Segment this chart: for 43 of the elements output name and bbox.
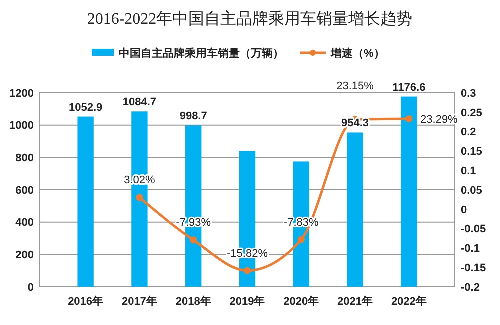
y-tick-label: 0: [28, 282, 34, 294]
data-label: 23.29%: [420, 114, 458, 126]
x-tick-label: 2017年: [122, 295, 158, 308]
x-tick-label: 2020年: [284, 295, 320, 308]
y-tick-label: 1000: [10, 120, 34, 132]
y-tick-label: 400: [16, 217, 34, 230]
x-tick-label: 2022年: [391, 295, 427, 308]
point: [136, 194, 144, 202]
y2-tick-label: -0.2: [461, 282, 480, 294]
legend-label: 中国自主品牌乘用车销量（万辆）: [119, 46, 284, 60]
y2-tick-label: 0.05: [461, 184, 482, 197]
data-label: 1176.6: [392, 82, 426, 94]
point: [244, 267, 252, 274]
x-tick-label: 2019年: [230, 295, 266, 308]
y2-tick-label: -0.05: [461, 224, 486, 236]
x-tick-label: 2018年: [176, 295, 212, 308]
point: [406, 115, 413, 123]
y2-tick-label: -0.15: [461, 262, 486, 274]
y-tick-label: 1200: [10, 88, 34, 100]
point: [298, 236, 305, 244]
chart-title: 2016-2022年中国自主品牌乘用车销量增长趋势: [87, 10, 413, 28]
data-label: 1084.7: [122, 96, 157, 109]
x-tick-label: 2021年: [338, 295, 374, 308]
y2-tick-label: 0.2: [461, 126, 476, 139]
bar: [78, 116, 94, 287]
data-label: -7.83%: [284, 216, 320, 229]
data-label: 998.7: [180, 110, 208, 123]
x-tick-label: 2016年: [68, 295, 104, 308]
data-label: 23.15%: [336, 80, 374, 93]
data-label: 1052.9: [68, 102, 103, 114]
y-tick-label: 800: [16, 152, 34, 165]
y-tick-label: 600: [16, 184, 34, 197]
y2-tick-label: 0.3: [461, 88, 476, 100]
y2-tick-label: 0.25: [461, 107, 482, 120]
y2-tick-label: 0.15: [461, 146, 482, 158]
y-tick-label: 200: [16, 250, 34, 262]
bar: [347, 132, 364, 287]
point: [190, 236, 198, 244]
bar: [401, 96, 418, 287]
y2-tick-label: 0: [461, 204, 468, 216]
y2-tick-label: 0.1: [461, 165, 476, 178]
y2-tick-label: -0.1: [461, 243, 480, 256]
legend-label: 增速（%）: [330, 46, 385, 60]
